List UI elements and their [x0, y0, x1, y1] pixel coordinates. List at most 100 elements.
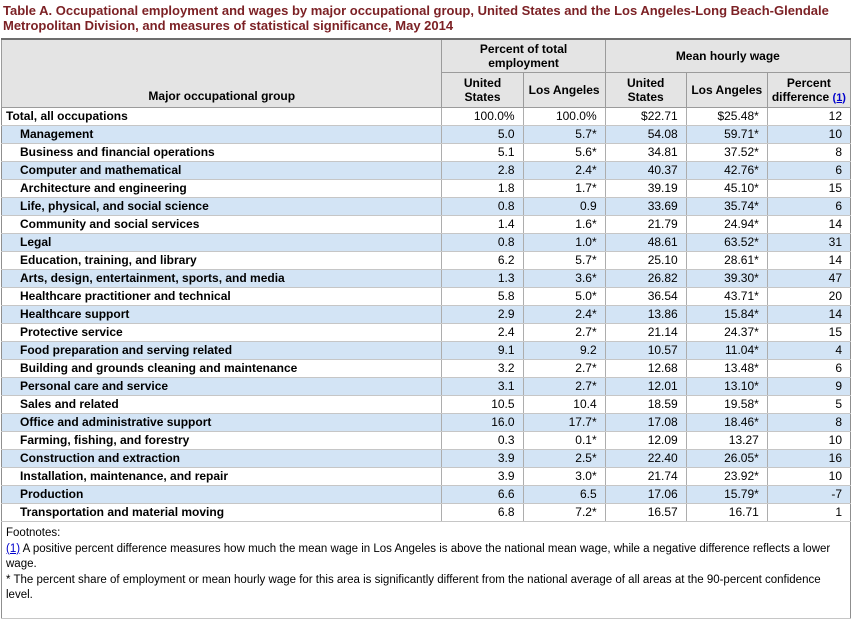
cell-value: 0.8 — [441, 197, 524, 216]
cell-value: 19.58* — [685, 395, 768, 414]
cell-value: 17.08 — [604, 413, 687, 432]
footnote-1-text: A positive percent difference measures h… — [6, 542, 831, 571]
cell-value: 14 — [766, 305, 851, 324]
row-label: Protective service — [1, 323, 442, 342]
cell-value: -7 — [766, 485, 851, 504]
cell-value: 47 — [766, 269, 851, 288]
cell-value: 23.92* — [685, 467, 768, 486]
row-label: Office and administrative support — [1, 413, 442, 432]
row-label: Arts, design, entertainment, sports, and… — [1, 269, 442, 288]
cell-value: 7.2* — [522, 503, 606, 522]
table-row: Computer and mathematical 2.8 2.4* 40.37 42.… — [1, 161, 851, 180]
cell-value: $25.48* — [685, 107, 768, 126]
row-label: Architecture and engineering — [1, 179, 442, 198]
cell-value: 15.84* — [685, 305, 768, 324]
cell-value: 100.0% — [441, 107, 524, 126]
row-label: Sales and related — [1, 395, 442, 414]
cell-value: 16.0 — [441, 413, 524, 432]
cell-value: 0.8 — [441, 233, 524, 252]
footnote-1-link[interactable]: (1) — [832, 91, 846, 104]
row-label: Community and social services — [1, 215, 442, 234]
group-header-row: Major occupational group Percent of tota… — [0, 38, 852, 108]
table-row: Education, training, and library 6.2 5.7* 2… — [1, 251, 851, 270]
col-header-percent-difference: Percent difference (1) — [766, 72, 852, 108]
cell-value: 1.0* — [522, 233, 606, 252]
col-group-percent-employment: Percent of total employment — [441, 38, 606, 73]
table-row: Personal care and service 3.1 2.7* 12.01 13.… — [1, 377, 851, 396]
cell-value: 63.52* — [685, 233, 768, 252]
cell-value: 12.01 — [604, 377, 687, 396]
cell-value: 2.7* — [522, 323, 606, 342]
cell-value: 100.0% — [522, 107, 606, 126]
cell-value: 17.06 — [604, 485, 687, 504]
cell-value: 9 — [766, 377, 851, 396]
cell-value: 3.9 — [441, 449, 524, 468]
table-row: Production 6.6 6.5 17.06 15.79* -7 — [1, 485, 851, 504]
row-label: Computer and mathematical — [1, 161, 442, 180]
table-row: Business and financial operations 5.1 5.6*… — [1, 143, 851, 162]
cell-value: 48.61 — [604, 233, 687, 252]
col-header-us-percent: United States — [441, 72, 524, 108]
cell-value: 24.94* — [685, 215, 768, 234]
table-row: Sales and related 10.5 10.4 18.59 19.58* 5 — [1, 395, 851, 414]
footnote-1-anchor-link[interactable]: (1) — [6, 542, 21, 555]
cell-value: 21.14 — [604, 323, 687, 342]
cell-value: 1 — [766, 503, 851, 522]
cell-value: 6 — [766, 359, 851, 378]
cell-value: 1.8 — [441, 179, 524, 198]
cell-value: 5.8 — [441, 287, 524, 306]
percent-difference-label: Percent difference — [771, 75, 831, 104]
table-row: Management 5.0 5.7* 54.08 59.71* 10 — [1, 125, 851, 144]
cell-value: 9.2 — [522, 341, 606, 360]
cell-value: 2.4* — [522, 161, 606, 180]
table-row: Building and grounds cleaning and mainte… — [1, 359, 851, 378]
cell-value: 10.5 — [441, 395, 524, 414]
table-row: Healthcare support 2.9 2.4* 13.86 15.84* 14 — [1, 305, 851, 324]
table-row: Transportation and material moving 6.8 7.2… — [1, 503, 851, 522]
row-label: Business and financial operations — [1, 143, 442, 162]
cell-value: 31 — [766, 233, 851, 252]
table-row: Community and social services 1.4 1.6* 21.7… — [1, 215, 851, 234]
cell-value: 10 — [766, 467, 851, 486]
cell-value: 10.4 — [522, 395, 606, 414]
cell-value: 5.7* — [522, 125, 606, 144]
cell-value: 0.3 — [441, 431, 524, 450]
cell-value: 13.48* — [685, 359, 768, 378]
table-row: Legal 0.8 1.0* 48.61 63.52* 31 — [1, 233, 851, 252]
footnotes-row: Footnotes: (1) A positive percent differ… — [1, 521, 851, 619]
cell-value: 4 — [766, 341, 851, 360]
table-row: Architecture and engineering 1.8 1.7* 39.19… — [1, 179, 851, 198]
cell-value: 43.71* — [685, 287, 768, 306]
cell-value: 37.52* — [685, 143, 768, 162]
cell-value: 21.74 — [604, 467, 687, 486]
cell-value: 0.9 — [522, 197, 606, 216]
cell-value: 39.19 — [604, 179, 687, 198]
cell-value: 16.71 — [685, 503, 768, 522]
table-row: Healthcare practitioner and technical 5.8… — [1, 287, 851, 306]
table-row: Arts, design, entertainment, sports, and… — [1, 269, 851, 288]
cell-value: 1.3 — [441, 269, 524, 288]
row-label: Management — [1, 125, 442, 144]
cell-value: 14 — [766, 215, 851, 234]
table-row: Total, all occupations 100.0% 100.0% $22.71… — [1, 107, 851, 126]
cell-value: 10.57 — [604, 341, 687, 360]
cell-value: 5.0* — [522, 287, 606, 306]
cell-value: 5 — [766, 395, 851, 414]
cell-value: 1.6* — [522, 215, 606, 234]
cell-value: 54.08 — [604, 125, 687, 144]
cell-value: 10 — [766, 125, 851, 144]
cell-value: 10 — [766, 431, 851, 450]
column-header-row: United States Los Angeles United States … — [2, 72, 852, 108]
cell-value: 12.68 — [604, 359, 687, 378]
cell-value: 3.1 — [441, 377, 524, 396]
cell-value: 24.37* — [685, 323, 768, 342]
row-label: Legal — [1, 233, 442, 252]
table-footer: Footnotes: (1) A positive percent differ… — [1, 521, 851, 619]
row-label: Personal care and service — [1, 377, 442, 396]
table-row: Food preparation and serving related 9.1 9… — [1, 341, 851, 360]
col-header-la-wage: Los Angeles — [685, 72, 768, 108]
cell-value: 34.81 — [604, 143, 687, 162]
row-label: Education, training, and library — [1, 251, 442, 270]
cell-value: 15.79* — [685, 485, 768, 504]
table-row: Construction and extraction 3.9 2.5* 22.40 2… — [1, 449, 851, 468]
